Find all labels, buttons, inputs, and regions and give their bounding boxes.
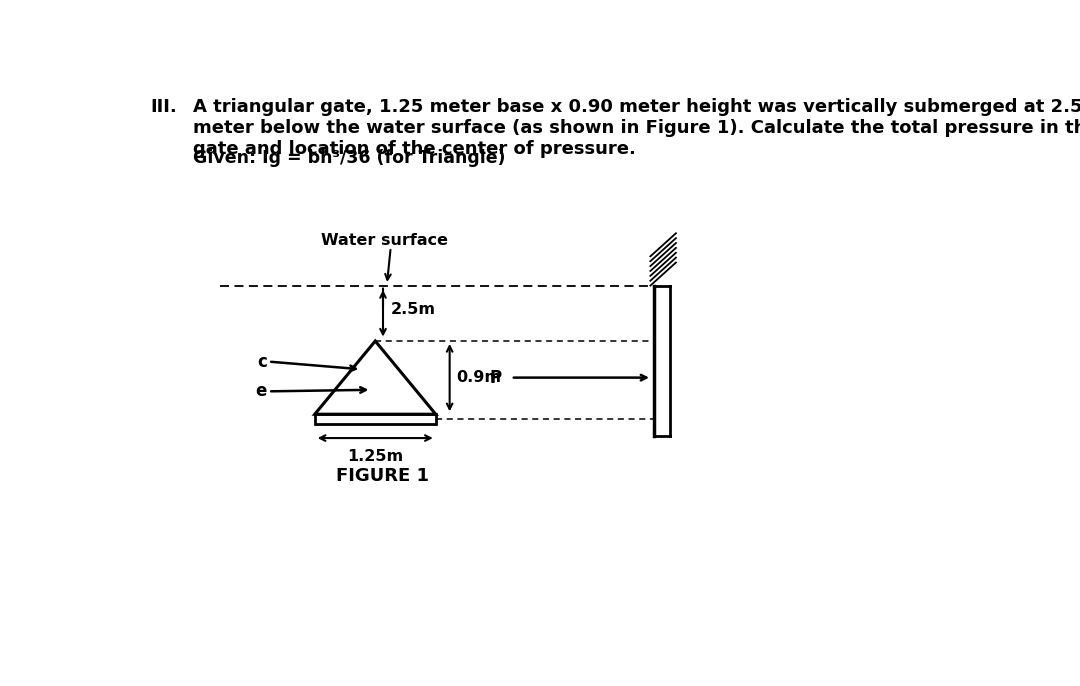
Text: III.: III. (150, 99, 177, 117)
Text: 2.5m: 2.5m (391, 302, 435, 317)
Text: P: P (489, 368, 501, 387)
Text: e: e (255, 382, 267, 401)
Text: Water surface: Water surface (321, 233, 448, 248)
Text: 0.9m: 0.9m (456, 370, 501, 385)
Text: c: c (257, 353, 267, 370)
Text: 1.25m: 1.25m (347, 449, 403, 464)
Text: FIGURE 1: FIGURE 1 (337, 467, 430, 485)
Text: Given: Ig = bh³/36 (for Triangle): Given: Ig = bh³/36 (for Triangle) (193, 149, 505, 167)
Text: A triangular gate, 1.25 meter base x 0.90 meter height was vertically submerged : A triangular gate, 1.25 meter base x 0.9… (193, 99, 1080, 158)
